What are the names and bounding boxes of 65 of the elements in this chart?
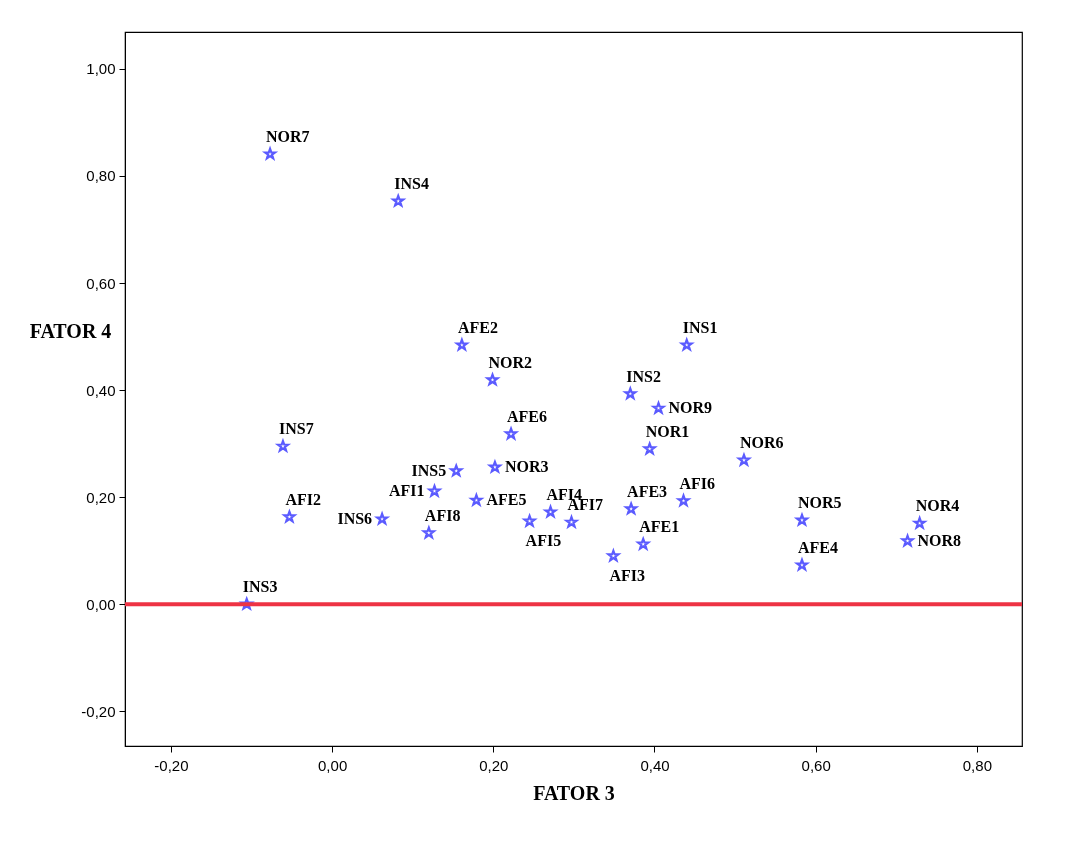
x-tick-label: 0,60	[801, 756, 831, 774]
x-tick-label: 0,80	[962, 756, 992, 774]
annotation: AFE3	[627, 482, 668, 500]
y-axis-title: FATOR 4	[29, 320, 112, 343]
point	[468, 492, 485, 508]
annotation: NOR9	[668, 399, 713, 417]
annotation: INS4	[394, 175, 429, 193]
point	[635, 536, 652, 552]
point	[238, 596, 255, 611]
annotation: NOR8	[917, 532, 962, 550]
annotation: INS1	[682, 319, 718, 337]
annotation: INS3	[242, 578, 278, 596]
annotation: AFI1	[388, 482, 425, 500]
point	[675, 492, 692, 508]
annotation: NOR3	[504, 458, 549, 476]
annotation: INS5	[411, 461, 447, 479]
annotation: NOR7	[266, 128, 310, 146]
point	[281, 508, 298, 524]
annotation: AFI3	[609, 566, 645, 584]
point	[484, 371, 501, 387]
point	[448, 462, 465, 478]
annotation: NOR4	[915, 497, 960, 515]
point	[623, 500, 639, 516]
x-tick-label: 0,20	[479, 756, 509, 774]
point	[794, 556, 810, 572]
annotation: AFI6	[679, 474, 716, 492]
x-tick-label: 0,00	[318, 756, 348, 774]
point	[503, 425, 519, 441]
x-tick-label: 0,40	[640, 756, 670, 774]
point	[542, 503, 559, 519]
y-tick-label: 0,40	[86, 381, 116, 399]
annotation: AFI5	[525, 532, 562, 550]
point	[641, 440, 658, 456]
annotation: AFE6	[507, 407, 548, 425]
point	[622, 385, 639, 401]
annotation: NOR6	[739, 434, 784, 452]
y-tick-label: -0,20	[81, 702, 116, 720]
annotation: INS2	[626, 367, 662, 385]
annotation: AFE2	[457, 319, 498, 337]
y-tick-label: 0,60	[86, 274, 116, 292]
annotation: INS7	[278, 420, 314, 438]
point	[678, 336, 695, 352]
x-axis-title: FATOR 3	[533, 781, 615, 804]
annotation: AFE5	[486, 491, 527, 509]
y-tick-label: 1,00	[86, 60, 116, 78]
annotation: AFI8	[424, 506, 461, 524]
point	[262, 145, 278, 161]
y-tick-label: 0,20	[86, 488, 116, 506]
point	[911, 515, 928, 531]
point	[390, 193, 407, 208]
annotation: INS6	[337, 510, 373, 528]
point	[454, 336, 470, 352]
point	[899, 532, 916, 548]
annotation: NOR1	[645, 422, 690, 440]
annotation: NOR5	[797, 494, 842, 512]
annotation: AFE4	[797, 539, 838, 557]
point	[374, 510, 390, 526]
point	[605, 547, 622, 563]
y-tick-label: 0,80	[86, 167, 116, 185]
annotation: AFI2	[285, 490, 321, 508]
annotation: NOR2	[488, 353, 533, 371]
y-tick-label: 0,00	[86, 595, 116, 613]
x-tick-label: -0,20	[154, 756, 189, 774]
point	[420, 524, 437, 540]
annotation: AFE1	[639, 518, 680, 536]
